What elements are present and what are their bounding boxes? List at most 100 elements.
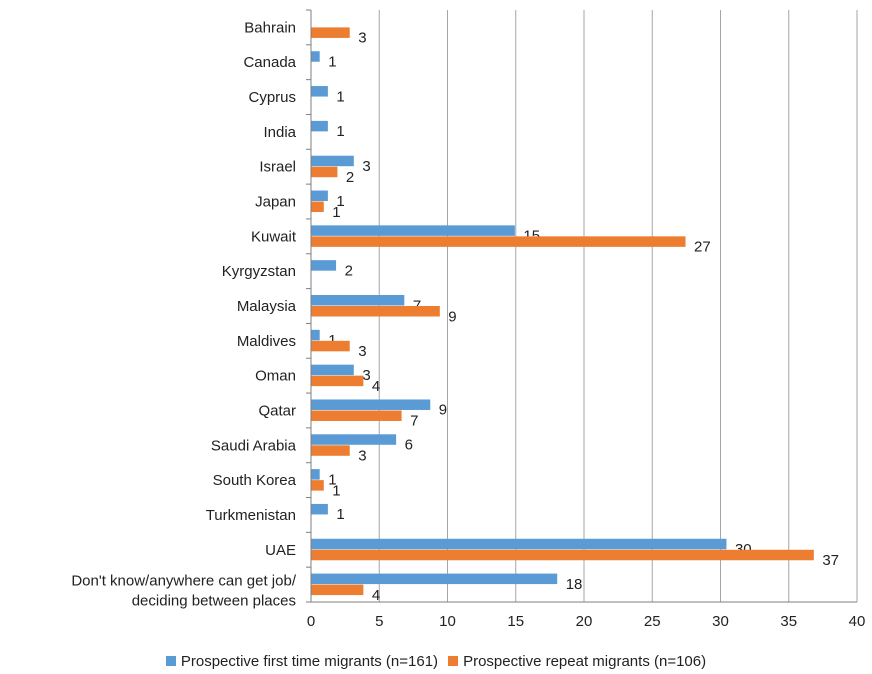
- category-label: Japan: [255, 194, 296, 211]
- category-label: Bahrain: [244, 19, 296, 36]
- category-label-line: Bahrain: [244, 19, 296, 36]
- data-label: 2: [346, 169, 354, 186]
- bar-repeat: [311, 27, 350, 38]
- legend-item-repeat: Prospective repeat migrants (n=106): [448, 653, 706, 670]
- x-tick-label: 40: [849, 613, 866, 630]
- category-label-line: Qatar: [258, 402, 296, 419]
- category-label-line: UAE: [265, 542, 296, 559]
- x-tick-label: 35: [780, 613, 797, 630]
- bar-first-time: [311, 538, 727, 550]
- category-label-line: Turkmenistan: [206, 507, 296, 524]
- bar-first-time: [311, 86, 328, 97]
- bar-first-time: [311, 573, 558, 585]
- category-label-line: Cyprus: [248, 89, 296, 106]
- category-label-line: Malaysia: [237, 298, 297, 315]
- chart-legend: Prospective first time migrants (n=161) …: [0, 650, 872, 672]
- category-label-line: Japan: [255, 194, 296, 211]
- data-label: 37: [822, 552, 839, 569]
- category-label: Don't know/anywhere can get job/deciding…: [71, 573, 296, 610]
- category-label: Cyprus: [248, 89, 296, 106]
- legend-label-repeat: Prospective repeat migrants (n=106): [463, 652, 707, 670]
- data-label: 1: [328, 471, 336, 488]
- bar-first-time: [311, 503, 328, 515]
- category-label-line: deciding between places: [132, 593, 296, 610]
- data-label: 3: [362, 158, 370, 175]
- bar-repeat: [311, 340, 350, 352]
- data-label: 1: [336, 506, 344, 523]
- data-label: 18: [566, 576, 583, 593]
- legend-item-first-time: Prospective first time migrants (n=161): [165, 652, 439, 670]
- category-label: Kuwait: [251, 228, 297, 245]
- category-label: Canada: [243, 54, 296, 71]
- category-label-line: Don't know/anywhere can get job/: [71, 573, 296, 590]
- data-label: 3: [358, 30, 366, 47]
- data-label: 4: [372, 378, 380, 395]
- bar-first-time: [311, 225, 515, 236]
- bar-repeat: [311, 306, 440, 317]
- category-label-line: Canada: [243, 54, 296, 71]
- data-label: 1: [328, 53, 336, 70]
- x-tick-label: 15: [507, 613, 524, 630]
- data-label: 3: [362, 367, 370, 384]
- bar-repeat: [311, 201, 324, 213]
- bar-first-time: [311, 260, 337, 271]
- data-label: 1: [332, 482, 340, 499]
- bar-repeat: [311, 166, 338, 178]
- data-label: 9: [448, 308, 456, 325]
- data-label: 1: [336, 88, 344, 105]
- bar-first-time: [311, 469, 320, 480]
- legend-label-first-time: Prospective first time migrants (n=161): [180, 652, 439, 670]
- data-label: 2: [345, 262, 353, 279]
- category-label-line: Kuwait: [251, 228, 297, 245]
- category-label: Saudi Arabia: [211, 437, 297, 454]
- data-label: 1: [328, 332, 336, 349]
- category-label: Qatar: [258, 402, 296, 419]
- category-label: Israel: [259, 159, 296, 176]
- category-label-line: Oman: [255, 368, 296, 385]
- data-label: 1: [336, 123, 344, 140]
- data-label: 3: [358, 343, 366, 360]
- category-label: Malaysia: [237, 298, 297, 315]
- bar-repeat: [311, 480, 324, 491]
- category-label-line: Kyrgyzstan: [222, 263, 296, 280]
- data-label: 4: [372, 587, 380, 604]
- bar-first-time: [311, 329, 320, 341]
- category-label-line: India: [263, 124, 296, 141]
- x-tick-label: 30: [712, 613, 729, 630]
- category-label-line: Israel: [259, 159, 296, 176]
- category-label: Turkmenistan: [206, 507, 296, 524]
- category-label: South Korea: [213, 472, 297, 489]
- data-label: 27: [694, 239, 711, 256]
- category-label-line: South Korea: [213, 472, 297, 489]
- legend-swatch-repeat: [448, 656, 459, 666]
- category-label: Kyrgyzstan: [222, 263, 296, 280]
- category-label: Oman: [255, 368, 296, 385]
- bar-first-time: [311, 120, 328, 132]
- bar-first-time: [311, 399, 431, 410]
- category-label-line: Saudi Arabia: [211, 437, 297, 454]
- x-tick-label: 25: [644, 613, 661, 630]
- legend-swatch-first-time: [165, 656, 176, 666]
- bar-repeat: [311, 236, 686, 247]
- x-tick-label: 5: [375, 613, 383, 630]
- data-label: 7: [410, 413, 418, 430]
- bar-repeat: [311, 584, 364, 596]
- category-label-line: Maldives: [237, 333, 296, 350]
- bar-first-time: [311, 190, 328, 202]
- x-tick-label: 10: [439, 613, 456, 630]
- data-label: 7: [413, 297, 421, 314]
- bar-first-time: [311, 51, 320, 62]
- data-label: 9: [439, 402, 447, 419]
- x-tick-label: 0: [307, 613, 315, 630]
- bar-repeat: [311, 445, 350, 456]
- bar-repeat: [311, 549, 814, 561]
- data-label: 1: [336, 193, 344, 210]
- category-label: UAE: [265, 542, 296, 559]
- category-label: Maldives: [237, 333, 296, 350]
- bar-first-time: [311, 295, 405, 306]
- category-label: India: [263, 124, 296, 141]
- data-label: 3: [358, 448, 366, 465]
- x-tick-label: 20: [576, 613, 593, 630]
- data-label: 6: [405, 437, 413, 454]
